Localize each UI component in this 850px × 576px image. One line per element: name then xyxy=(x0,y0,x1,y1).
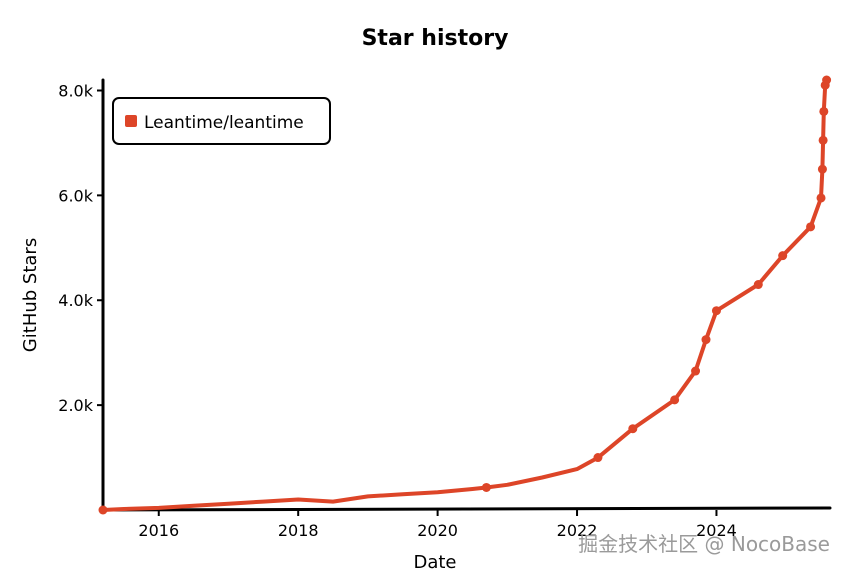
x-tick-label: 2016 xyxy=(138,521,179,540)
y-tick-label: 2.0k xyxy=(58,396,93,415)
axes xyxy=(101,78,832,512)
x-axis-label: Date xyxy=(413,552,456,573)
data-point xyxy=(628,424,638,434)
x-tick-label: 2024 xyxy=(696,521,737,540)
chart-title: Star history xyxy=(362,26,509,51)
watermark-text: 掘金技术社区 @ NocoBase xyxy=(578,532,830,556)
data-point xyxy=(691,366,701,376)
data-point xyxy=(778,251,788,261)
series-layer xyxy=(98,75,832,515)
y-ticks: 2.0k 4.0k 6.0k 8.0k xyxy=(58,81,103,415)
data-point xyxy=(819,106,829,116)
data-point xyxy=(593,453,603,463)
y-tick-label: 6.0k xyxy=(58,186,93,205)
data-point xyxy=(816,193,826,203)
data-point xyxy=(98,505,108,515)
data-point xyxy=(701,335,711,345)
data-point xyxy=(818,135,828,145)
x-tick-label: 2022 xyxy=(557,521,598,540)
y-tick-label: 8.0k xyxy=(58,81,93,100)
data-point xyxy=(711,306,721,316)
x-axis-line xyxy=(101,506,832,512)
legend: Leantime/leantime xyxy=(112,97,331,145)
y-tick-label: 4.0k xyxy=(58,291,93,310)
x-tick-label: 2020 xyxy=(417,521,458,540)
data-point xyxy=(817,164,827,174)
legend-label: Leantime/leantime xyxy=(144,113,304,133)
y-axis-label: GitHub Stars xyxy=(20,238,41,352)
data-point xyxy=(753,280,763,290)
legend-box xyxy=(112,97,331,145)
x-tick-label: 2018 xyxy=(278,521,319,540)
data-point xyxy=(806,222,816,232)
data-point xyxy=(822,75,832,85)
data-point xyxy=(481,482,491,492)
data-point xyxy=(670,395,680,405)
legend-swatch xyxy=(125,115,137,127)
x-ticks: 2016 2018 2020 2022 2024 xyxy=(138,510,737,540)
